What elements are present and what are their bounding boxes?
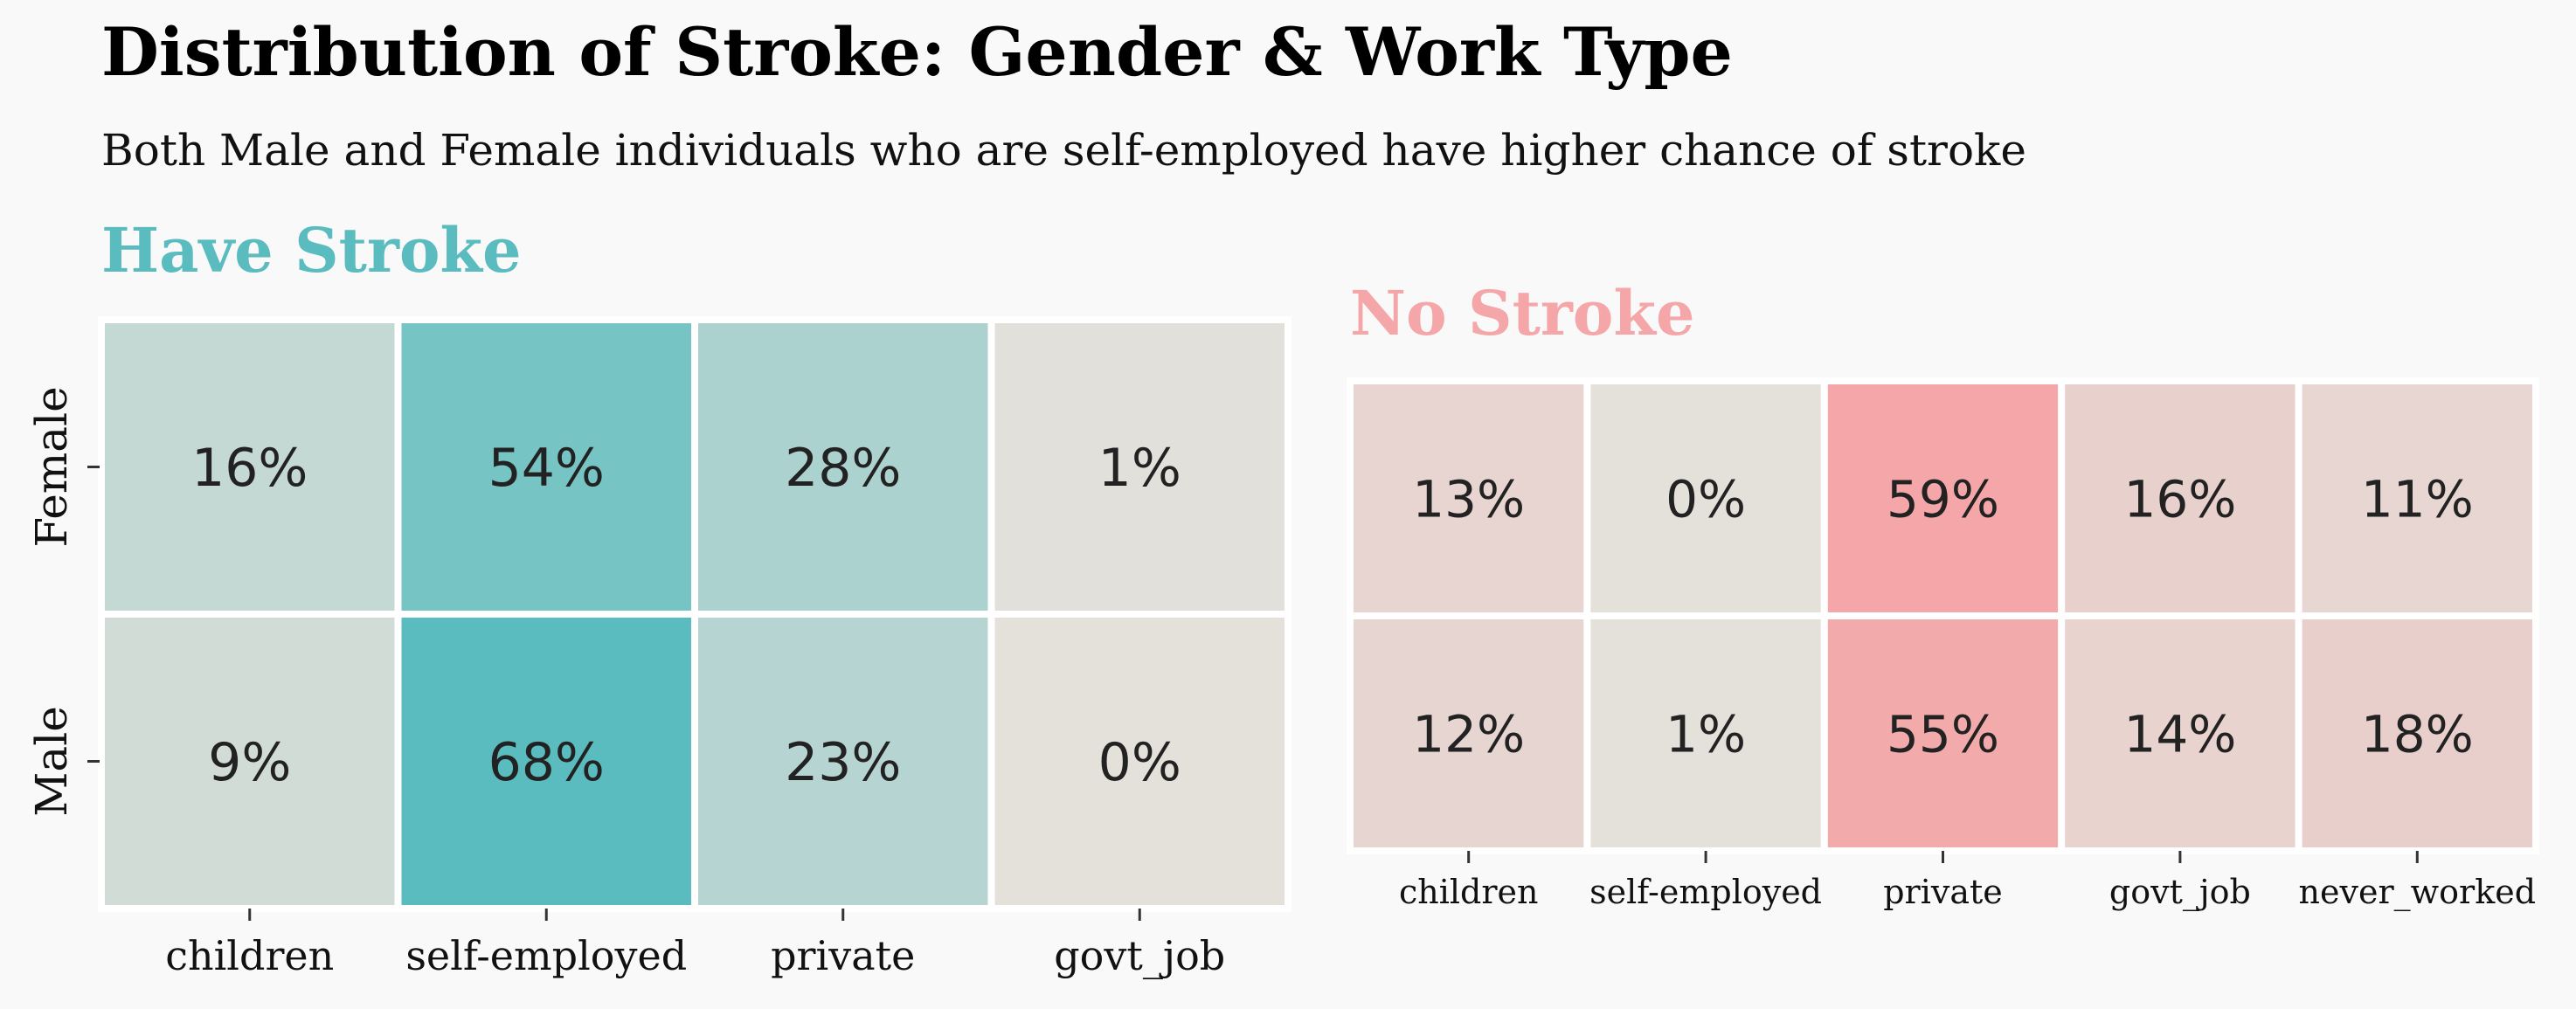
x-tick-label: children xyxy=(165,932,334,979)
heatmap-cell xyxy=(691,316,995,618)
no-stroke-title: No Stroke xyxy=(1350,277,1695,349)
heatmap-cell xyxy=(987,316,1291,618)
y-tick-label: Female xyxy=(26,386,77,547)
cell-value-label: 13% xyxy=(1412,469,1525,529)
heatmap-cell xyxy=(98,316,402,618)
heatmap-cell xyxy=(2058,612,2302,854)
chart-subtitle: Both Male and Female individuals who are… xyxy=(101,125,2026,176)
cell-value-label: 12% xyxy=(1412,704,1525,764)
heatmap-cell xyxy=(2295,612,2540,854)
cell-value-label: 16% xyxy=(191,438,308,499)
cell-value-label: 68% xyxy=(488,732,605,793)
cell-value-label: 1% xyxy=(1098,438,1181,499)
x-tick-label: govt_job xyxy=(1054,932,1225,979)
x-tick-label: private xyxy=(1883,873,2003,911)
cell-value-label: 23% xyxy=(785,732,901,793)
x-tick-label: self-employed xyxy=(1589,873,1822,911)
heatmap-cell xyxy=(987,611,1291,912)
x-tick-label: children xyxy=(1399,873,1539,911)
cell-value-label: 54% xyxy=(488,438,605,499)
x-tick-label: private xyxy=(771,932,915,979)
y-tick-label: Male xyxy=(26,706,77,817)
cell-value-label: 28% xyxy=(785,438,901,499)
heatmap-cell xyxy=(2295,377,2540,619)
cell-value-label: 11% xyxy=(2361,469,2474,529)
heatmap-cell xyxy=(1583,377,1828,619)
cell-value-label: 14% xyxy=(2123,704,2236,764)
have-stroke-title: Have Stroke xyxy=(101,214,522,287)
x-tick-label: self-employed xyxy=(405,932,687,979)
cell-value-label: 18% xyxy=(2361,704,2474,764)
heatmap-cell xyxy=(1347,612,1591,854)
chart-title: Distribution of Stroke: Gender & Work Ty… xyxy=(101,13,1733,91)
x-tick-label: never_worked xyxy=(2299,873,2537,912)
cell-value-label: 16% xyxy=(2123,469,2236,529)
cell-value-label: 9% xyxy=(208,732,291,793)
cell-value-label: 1% xyxy=(1665,704,1746,764)
cell-value-label: 55% xyxy=(1887,704,1999,764)
x-tick-label: govt_job xyxy=(2109,873,2251,912)
heatmap-cell xyxy=(1347,377,1591,619)
cell-value-label: 0% xyxy=(1665,469,1746,529)
cell-value-label: 0% xyxy=(1098,732,1181,793)
heatmap-cell xyxy=(1820,612,2066,854)
heatmap-cell xyxy=(2058,377,2302,619)
cell-value-label: 59% xyxy=(1887,469,1999,529)
heatmap-cell xyxy=(1820,377,2066,619)
